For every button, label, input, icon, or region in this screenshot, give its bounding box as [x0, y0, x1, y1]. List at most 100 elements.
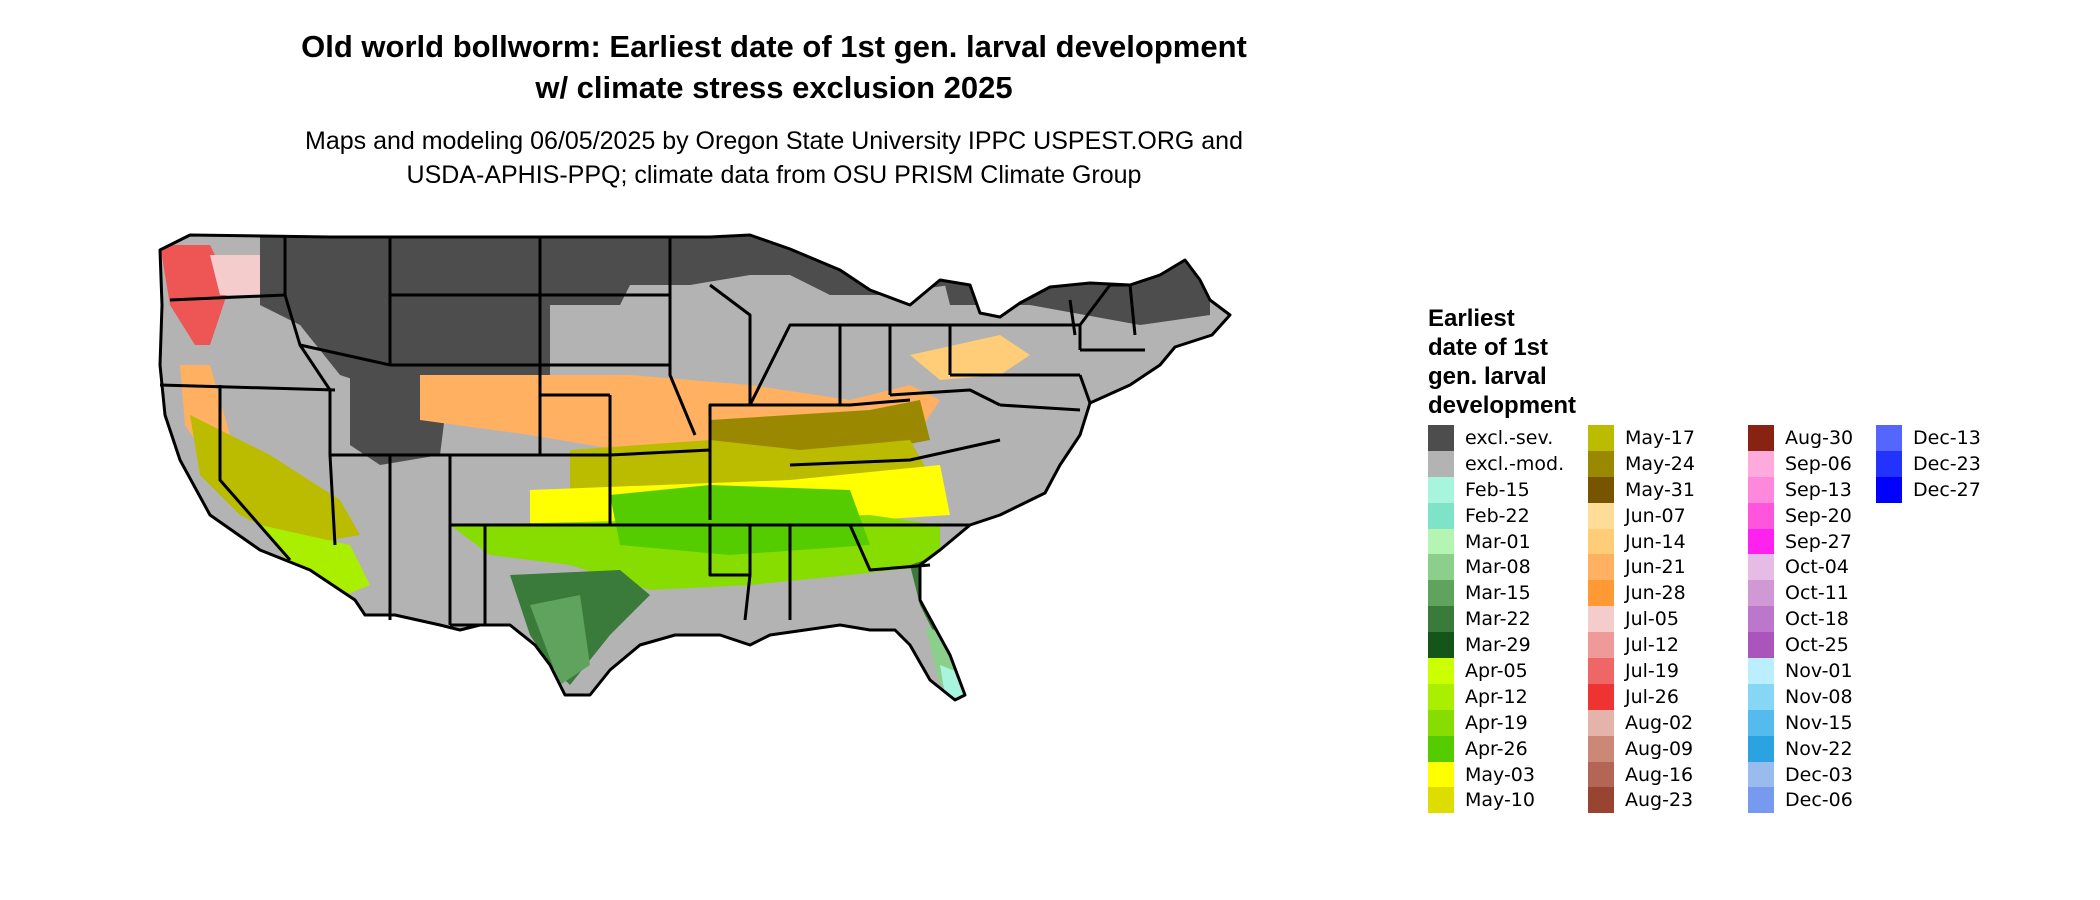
map-subtitle: Maps and modeling 06/05/2025 by Oregon S… [0, 124, 1548, 192]
legend-title-line: development [1428, 392, 1577, 419]
legend-label: Apr-26 [1465, 737, 1528, 760]
legend-label: Oct-11 [1785, 582, 1849, 605]
legend-swatch [1588, 735, 1614, 762]
legend-swatch [1748, 632, 1774, 659]
map-raster [160, 235, 1230, 700]
legend-swatch [1748, 528, 1774, 555]
legend-label: excl.-sev. [1465, 426, 1554, 449]
legend-item: Jul-05 [1588, 606, 1695, 633]
legend-swatch [1748, 476, 1774, 503]
legend-item: Oct-04 [1748, 554, 1853, 581]
legend-label: Dec-27 [1913, 478, 1981, 501]
legend-swatch [1588, 709, 1614, 736]
legend-item: Oct-25 [1748, 632, 1853, 659]
legend-swatch [1588, 476, 1614, 503]
legend-label: Aug-30 [1785, 426, 1854, 449]
legend-item: Nov-15 [1748, 709, 1853, 736]
legend-title-line: gen. larval [1428, 363, 1547, 390]
map-subtitle-line-2: USDA-APHIS-PPQ; climate data from OSU PR… [406, 161, 1142, 189]
legend-swatch [1428, 554, 1454, 581]
legend-item: Sep-06 [1748, 450, 1853, 477]
legend-item: Jun-14 [1588, 528, 1695, 555]
legend-label: May-03 [1465, 763, 1535, 786]
legend-label: Aug-16 [1625, 763, 1694, 786]
legend-item: Jun-21 [1588, 554, 1695, 581]
legend-item: Apr-19 [1428, 709, 1564, 736]
legend-item: Feb-22 [1428, 502, 1564, 529]
legend-swatch [1876, 476, 1902, 503]
legend-swatch [1748, 761, 1774, 788]
legend-label: Nov-01 [1785, 659, 1853, 682]
legend-label: Nov-15 [1785, 711, 1853, 734]
legend-item: Sep-27 [1748, 528, 1853, 555]
map-title-line-1: Old world bollworm: Earliest date of 1st… [301, 29, 1247, 64]
legend-item: Dec-03 [1748, 761, 1853, 788]
legend-label: Jun-21 [1625, 556, 1686, 579]
legend-label: Sep-06 [1785, 452, 1852, 475]
legend-column: excl.-sev. excl.-mod. Feb-15 Feb-22 Mar-01 Ma… [1428, 424, 1565, 814]
legend-swatch [1428, 735, 1454, 762]
legend-swatch [1428, 424, 1454, 451]
legend-label: Jul-05 [1625, 608, 1679, 631]
legend-label: May-10 [1465, 789, 1535, 812]
legend-swatch [1748, 554, 1774, 581]
legend-item: May-10 [1428, 787, 1564, 814]
legend-label: Mar-08 [1465, 556, 1531, 579]
map-subtitle-line-1: Maps and modeling 06/05/2025 by Oregon S… [305, 127, 1243, 155]
legend-title-line: Earliest [1428, 305, 1515, 332]
legend-label: Sep-13 [1785, 478, 1852, 501]
legend-swatch [1748, 502, 1774, 529]
legend-item: excl.-mod. [1428, 450, 1565, 477]
legend-item: Oct-18 [1748, 606, 1853, 633]
legend-label: Oct-04 [1785, 556, 1849, 579]
legend-item: Dec-23 [1876, 450, 1981, 477]
legend-swatch [1588, 657, 1614, 684]
legend-item: Mar-15 [1428, 580, 1564, 607]
legend-label: Nov-22 [1785, 737, 1853, 760]
legend-swatch [1748, 606, 1774, 633]
state-boundaries [158, 233, 1232, 702]
legend-item: May-03 [1428, 761, 1564, 788]
legend-item: Aug-02 [1588, 709, 1695, 736]
legend-label: Dec-03 [1785, 763, 1853, 786]
legend-label: Oct-18 [1785, 608, 1849, 631]
legend-label: Dec-23 [1913, 452, 1981, 475]
legend-swatch [1588, 632, 1614, 659]
legend-label: May-31 [1625, 478, 1695, 501]
legend-label: Apr-05 [1465, 659, 1528, 682]
legend-item: Dec-13 [1876, 424, 1981, 451]
legend-label: Jun-28 [1625, 582, 1686, 605]
legend-swatch [1428, 709, 1454, 736]
legend-label: Feb-15 [1465, 478, 1530, 501]
map-title-line-2: w/ climate stress exclusion 2025 [535, 70, 1013, 105]
legend-swatch [1428, 502, 1454, 529]
legend-label: excl.-mod. [1465, 452, 1565, 475]
legend-swatch [1748, 787, 1774, 814]
legend-label: Mar-29 [1465, 634, 1531, 657]
legend-item: Nov-01 [1748, 657, 1853, 684]
legend-label: Jul-26 [1625, 685, 1679, 708]
legend-item: Aug-30 [1748, 424, 1854, 451]
legend-swatch [1588, 606, 1614, 633]
legend-title-line: date of 1st [1428, 334, 1549, 361]
legend-column: May-17 May-24 May-31 Jun-07 Jun-14 Jun-21 Jun-… [1588, 424, 1695, 814]
legend-item: Feb-15 [1428, 476, 1564, 503]
legend-swatch [1748, 709, 1774, 736]
legend-item: Dec-06 [1748, 787, 1853, 814]
legend-item: Aug-09 [1588, 735, 1695, 762]
legend-item: Aug-23 [1588, 787, 1695, 814]
legend-item: Mar-01 [1428, 528, 1564, 555]
legend-item: May-24 [1588, 450, 1695, 477]
legend-swatch [1588, 424, 1614, 451]
legend-item: May-31 [1588, 476, 1695, 503]
legend-swatch [1428, 580, 1454, 607]
legend-item: Oct-11 [1748, 580, 1853, 607]
legend-swatch [1428, 450, 1454, 477]
legend-swatch [1748, 450, 1774, 477]
legend-label: Oct-25 [1785, 634, 1849, 657]
legend-item: Nov-22 [1748, 735, 1853, 762]
legend-label: Sep-20 [1785, 504, 1852, 527]
legend-item: Jun-07 [1588, 502, 1695, 529]
legend-label: Dec-06 [1785, 789, 1853, 812]
legend-swatch [1428, 476, 1454, 503]
